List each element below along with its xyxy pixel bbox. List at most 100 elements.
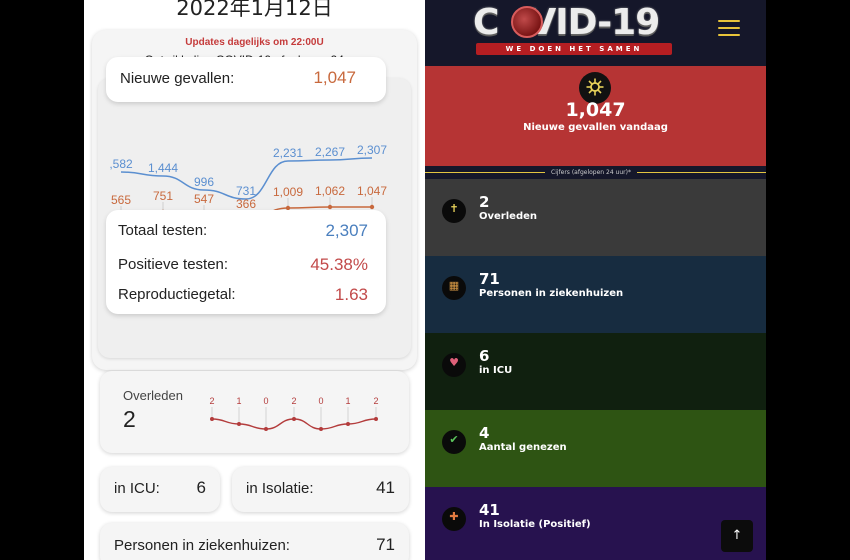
blue-value-label: ,582: [109, 157, 133, 171]
date-heading: 2022年1月12日: [176, 0, 333, 20]
logo-tagline: WE DOEN HET SAMEN: [476, 43, 672, 55]
stat-number: 41: [479, 501, 500, 519]
logo-letters-rest: VID-19: [528, 2, 660, 43]
virus-logo-icon: [511, 6, 543, 38]
hospital-label: Personen in ziekenhuizen:: [114, 537, 290, 554]
stat-number: 6: [479, 347, 490, 365]
stat-label: Personen in ziekenhuizen: [479, 288, 624, 299]
deaths-point-label: 1: [345, 396, 350, 406]
test-stats-box: Totaal testen: 2,307 Positieve testen: 4…: [106, 210, 386, 314]
stat-label: In Isolatie (Positief): [479, 519, 591, 530]
deaths-point: [319, 427, 323, 431]
stat-block-icu: ♥ 6 in ICU: [425, 333, 766, 410]
isolation-value: 41: [376, 478, 395, 497]
positive-tests-row: Positieve testen: 45.38%: [118, 255, 378, 274]
stat-label: Overleden: [479, 211, 538, 222]
stat-block-ziekenhuizen: ▦ 71 Personen in ziekenhuizen: [425, 256, 766, 333]
deaths-point-label: 2: [209, 396, 214, 406]
hero-label: Nieuwe gevallen vandaag: [523, 122, 668, 133]
red-point: [327, 204, 333, 210]
stat-number: 4: [479, 424, 490, 442]
red-point: [369, 204, 375, 210]
deaths-card: Overleden 2 2 1 0 2 0 1 2: [100, 371, 409, 453]
deaths-point: [237, 422, 241, 426]
new-cases-label: Nieuwe gevallen:: [120, 70, 235, 87]
deaths-point-label: 2: [373, 396, 378, 406]
deaths-point: [292, 417, 296, 421]
virus-icon: [579, 72, 611, 104]
hospital-glyph: ▦: [448, 279, 460, 292]
red-value-label: 751: [153, 189, 173, 203]
right-dashboard-panel: C VID-19 WE DOEN HET SAMEN: [425, 0, 766, 560]
blue-value-label: 2,307: [357, 143, 387, 157]
blue-value-label: 1,444: [148, 161, 178, 175]
icu-value: 6: [196, 478, 206, 497]
divider-text: Cijfers (afgelopen 24 uur)*: [545, 168, 637, 177]
stat-block-genezen: ✔ 4 Aantal genezen: [425, 410, 766, 487]
isolation-card: in Isolatie: 41: [232, 467, 409, 512]
hero-number: 1,047: [565, 99, 626, 121]
stat-block-isolatie: ✚ 41 In Isolatie (Positief): [425, 487, 766, 560]
deaths-trend-chart: 2 1 0 2 0 1 2: [209, 396, 379, 431]
menu-icon[interactable]: [718, 20, 740, 38]
icu-card: in ICU: 6: [100, 467, 220, 512]
total-tests-row: Totaal testen: 2,307: [118, 221, 378, 240]
positive-tests-value: 45.38%: [310, 255, 368, 274]
red-value-label: 366: [236, 197, 256, 211]
hospital-card: Personen in ziekenhuizen: 71: [100, 523, 409, 560]
stat-block-overleden: ✝ 2 Overleden: [425, 179, 766, 256]
check-glyph: ✔: [449, 433, 459, 446]
blue-trend-line: [120, 157, 373, 200]
new-cases-value: 1,047: [313, 68, 356, 87]
medkit-icon: ✚: [442, 507, 466, 531]
red-value-label: 1,047: [357, 184, 387, 198]
hospital-icon: ▦: [442, 276, 466, 300]
deaths-point-label: 1: [236, 396, 241, 406]
red-value-label: 1,062: [315, 184, 345, 198]
heartbeat-icon: ♥: [442, 353, 466, 377]
cross-icon: ✝: [442, 199, 466, 223]
total-tests-value: 2,307: [325, 221, 368, 240]
medkit-glyph: ✚: [449, 510, 459, 523]
total-tests-label: Totaal testen:: [118, 222, 208, 239]
deaths-point-label: 0: [263, 396, 268, 406]
red-point: [285, 205, 291, 211]
deaths-label: Overleden: [123, 388, 183, 403]
logo-letter-c: C: [473, 2, 499, 43]
reproduction-value: 1.63: [334, 285, 368, 304]
figures-divider: Cijfers (afgelopen 24 uur)*: [425, 166, 766, 179]
scroll-to-top-button[interactable]: ↑: [721, 520, 753, 552]
deaths-point: [264, 427, 268, 431]
deaths-point: [374, 417, 378, 421]
site-header: C VID-19 WE DOEN HET SAMEN: [425, 0, 766, 66]
positive-tests-label: Positieve testen:: [118, 256, 229, 273]
isolation-label: in Isolatie:: [246, 480, 314, 497]
new-cases-box: Nieuwe gevallen: 1,047: [106, 57, 386, 102]
stat-label: Aantal genezen: [479, 442, 567, 453]
deaths-point: [346, 422, 350, 426]
site-logo[interactable]: C VID-19: [473, 2, 660, 43]
reproduction-row: Reproductiegetal: 1.63: [118, 285, 378, 304]
red-value-label: 565: [111, 193, 131, 207]
blue-value-label: 731: [236, 184, 256, 198]
hospital-value: 71: [376, 535, 395, 554]
stat-label: in ICU: [479, 365, 513, 376]
heartbeat-glyph: ♥: [449, 356, 459, 369]
deaths-point-label: 0: [318, 396, 323, 406]
red-value-label: 1,009: [273, 185, 303, 199]
reproduction-label: Reproductiegetal:: [118, 286, 236, 303]
deaths-point: [210, 417, 214, 421]
blue-value-label: 2,267: [315, 145, 345, 159]
red-value-label: 547: [194, 192, 214, 206]
new-cases-hero: 1,047 Nieuwe gevallen vandaag: [425, 66, 766, 166]
blue-value-label: 2,231: [273, 146, 303, 160]
icu-label: in ICU:: [114, 480, 160, 497]
blue-value-label: 996: [194, 175, 214, 189]
deaths-value: 2: [123, 406, 136, 432]
update-note: Updates dagelijks om 22:00U: [185, 37, 324, 48]
check-icon: ✔: [442, 430, 466, 454]
left-dashboard-panel: 2022年1月12日 Updates dagelijks om 22:00U O…: [84, 0, 425, 560]
deaths-point-label: 2: [291, 396, 296, 406]
stat-number: 71: [479, 270, 500, 288]
